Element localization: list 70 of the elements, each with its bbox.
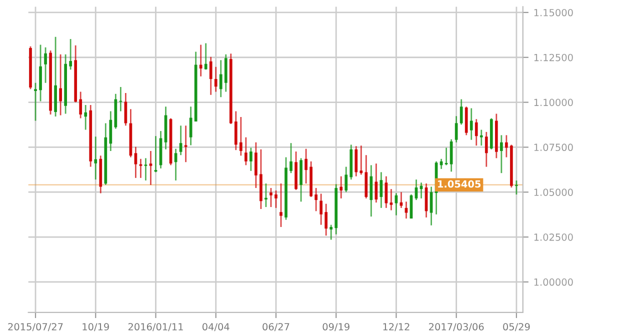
candlestick xyxy=(374,162,378,204)
candlestick xyxy=(250,147,252,172)
candlestick xyxy=(184,124,188,163)
candlestick xyxy=(144,157,148,182)
candlestick xyxy=(134,146,138,179)
candlestick xyxy=(264,182,268,208)
x-tick-label: 05/29 xyxy=(503,323,530,332)
candlestick xyxy=(370,164,373,218)
x-tick-label: 06/27 xyxy=(262,323,290,332)
x-tick-label: 12/12 xyxy=(383,323,410,332)
candlestick xyxy=(204,42,208,70)
candlestick xyxy=(219,59,222,98)
candlestick xyxy=(480,129,483,146)
x-tick-label: 2017/03/06 xyxy=(429,323,484,332)
candlestick xyxy=(69,38,72,70)
candlestick xyxy=(484,131,488,168)
y-tick-label: 1.12500 xyxy=(534,54,573,62)
candlestick xyxy=(234,110,238,151)
candlestick xyxy=(280,182,282,228)
candlestick xyxy=(119,86,122,112)
candlestick xyxy=(244,136,248,166)
candlestick xyxy=(320,193,323,226)
candlestick xyxy=(199,44,202,78)
candlestick xyxy=(324,203,328,236)
candlestick xyxy=(344,166,348,193)
candlestick xyxy=(340,176,343,200)
candlestick xyxy=(470,108,473,141)
y-tick-label: 1.15000 xyxy=(534,8,573,16)
candlestick xyxy=(239,116,242,156)
candlestick xyxy=(330,224,333,240)
candlestick xyxy=(59,54,62,116)
candlestick xyxy=(460,98,463,126)
y-tick-label: 1.00000 xyxy=(534,278,573,286)
candlestick xyxy=(474,118,478,146)
x-tick-label: 2016/01/11 xyxy=(128,323,183,332)
candlestick xyxy=(84,104,88,130)
candlestick xyxy=(304,148,308,184)
y-tick-label: 1.05000 xyxy=(534,188,573,196)
candlestick xyxy=(209,56,212,96)
candlestick xyxy=(444,147,448,166)
candlestick xyxy=(515,180,518,196)
candlestick xyxy=(34,82,37,122)
candlestick xyxy=(270,187,272,208)
candlestick xyxy=(505,134,508,158)
candlestick xyxy=(214,66,218,92)
candlestick xyxy=(390,188,393,211)
candlestick xyxy=(94,136,98,180)
candlestick xyxy=(109,110,112,152)
candlestick xyxy=(254,142,258,189)
candlestick xyxy=(39,44,42,102)
candlestick xyxy=(274,190,278,209)
candlestick xyxy=(149,150,152,186)
candlestick xyxy=(314,187,318,212)
candlestick xyxy=(454,115,458,144)
candlestick xyxy=(400,191,403,209)
x-tick-label: 10/19 xyxy=(82,323,109,332)
x-tick-label: 04/04 xyxy=(202,323,230,332)
candlestick xyxy=(290,142,292,174)
candlestick xyxy=(500,134,503,174)
candlestick xyxy=(44,46,47,84)
ref-line-label: 1.05405 xyxy=(438,180,481,188)
x-tick-label: 09/19 xyxy=(322,323,350,332)
y-tick-label: 1.02500 xyxy=(534,234,573,241)
y-tick-label: 1.10000 xyxy=(534,98,573,106)
candlestick xyxy=(354,145,358,177)
candlestick xyxy=(79,91,82,119)
candlestick xyxy=(360,144,363,176)
candlestick xyxy=(450,138,453,172)
x-tick-label: 2015/07/27 xyxy=(8,323,63,332)
y-tick-label: 1.07500 xyxy=(534,144,573,152)
